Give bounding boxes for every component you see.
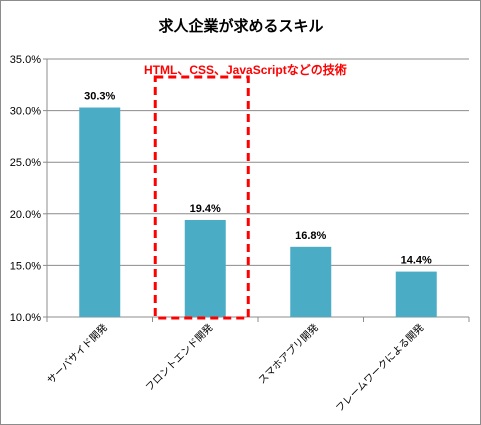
bar	[395, 271, 437, 317]
category-labels: サーバサイド開発 フロントエンド開発 スマホアプリ開発 フレームワークによる開発	[44, 321, 426, 415]
category-label: フレームワークによる開発	[333, 321, 427, 415]
annotation: HTML、CSS、JavaScriptなどの技術	[144, 62, 347, 320]
data-label: 30.3%	[84, 91, 115, 103]
data-label: 14.4%	[401, 255, 432, 267]
bar	[79, 107, 121, 317]
category-label: スマホアプリ開発	[255, 321, 321, 387]
y-tick-label: 10.0%	[10, 312, 41, 324]
y-tick-label: 25.0%	[10, 157, 41, 169]
category-label: フロントエンド開発	[143, 321, 216, 394]
y-tick-label: 30.0%	[10, 106, 41, 118]
bar	[184, 219, 226, 317]
category-label: サーバサイド開発	[44, 321, 110, 387]
data-label: 16.8%	[295, 230, 326, 242]
data-label: 19.4%	[190, 203, 221, 215]
chart-title: 求人企業が求めるスキル	[158, 17, 323, 35]
annotation-label: HTML、CSS、JavaScriptなどの技術	[144, 62, 347, 77]
highlight-box	[153, 75, 250, 320]
bars	[79, 107, 437, 317]
data-labels: 30.3% 19.4% 16.8% 14.4%	[84, 91, 432, 267]
bar	[290, 246, 332, 317]
y-tick-label: 20.0%	[10, 209, 41, 221]
y-tick-label: 15.0%	[10, 260, 41, 272]
y-tick-label: 35.0%	[10, 54, 41, 66]
